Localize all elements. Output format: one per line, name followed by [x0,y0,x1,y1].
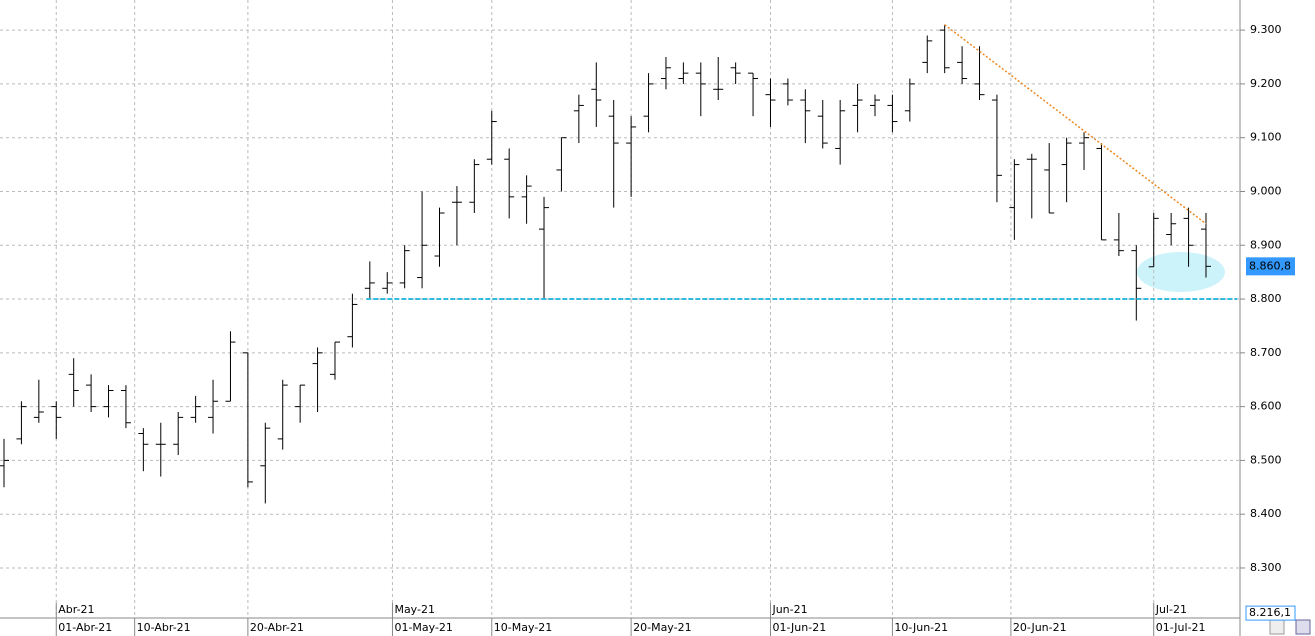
y-tick-label: 8.900 [1250,238,1282,251]
lower-badge-label: 8.216,1 [1249,606,1291,619]
y-tick-label: 9.100 [1250,131,1282,144]
y-tick-label: 9.000 [1250,184,1282,197]
month-label: Jun-21 [771,603,807,616]
x-tick-label: 10-Jun-21 [894,621,948,634]
y-tick-label: 9.200 [1250,77,1282,90]
x-tick-label: 20-Abr-21 [250,621,304,634]
x-tick-label: 20-Jun-21 [1013,621,1067,634]
x-tick-label: 10-Abr-21 [137,621,191,634]
save-icon[interactable] [1295,619,1311,635]
y-tick-label: 8.300 [1250,561,1282,574]
y-tick-label: 8.800 [1250,292,1282,305]
highlight-ellipse [1137,252,1225,292]
y-tick-label: 8.600 [1250,400,1282,413]
x-tick-label: 01-May-21 [394,621,452,634]
month-label: Abr-21 [58,603,94,616]
tool-icon[interactable] [1269,619,1285,635]
y-tick-label: 8.700 [1250,346,1282,359]
lower-badge [1245,605,1296,621]
y-tick-label: 8.500 [1250,453,1282,466]
month-label: Jul-21 [1155,603,1187,616]
trend-line [944,24,1207,225]
last-price-badge [1246,257,1295,276]
y-tick-label: 9.300 [1250,23,1282,36]
x-tick-label: 10-May-21 [494,621,552,634]
month-label: May-21 [394,603,435,616]
x-tick-label: 20-May-21 [633,621,691,634]
x-tick-label: 01-Jul-21 [1156,621,1206,634]
x-tick-label: 01-Jun-21 [772,621,826,634]
x-tick-label: 01-Abr-21 [58,621,112,634]
last-price-label: 8.860,8 [1249,259,1291,272]
y-tick-label: 8.400 [1250,507,1282,520]
